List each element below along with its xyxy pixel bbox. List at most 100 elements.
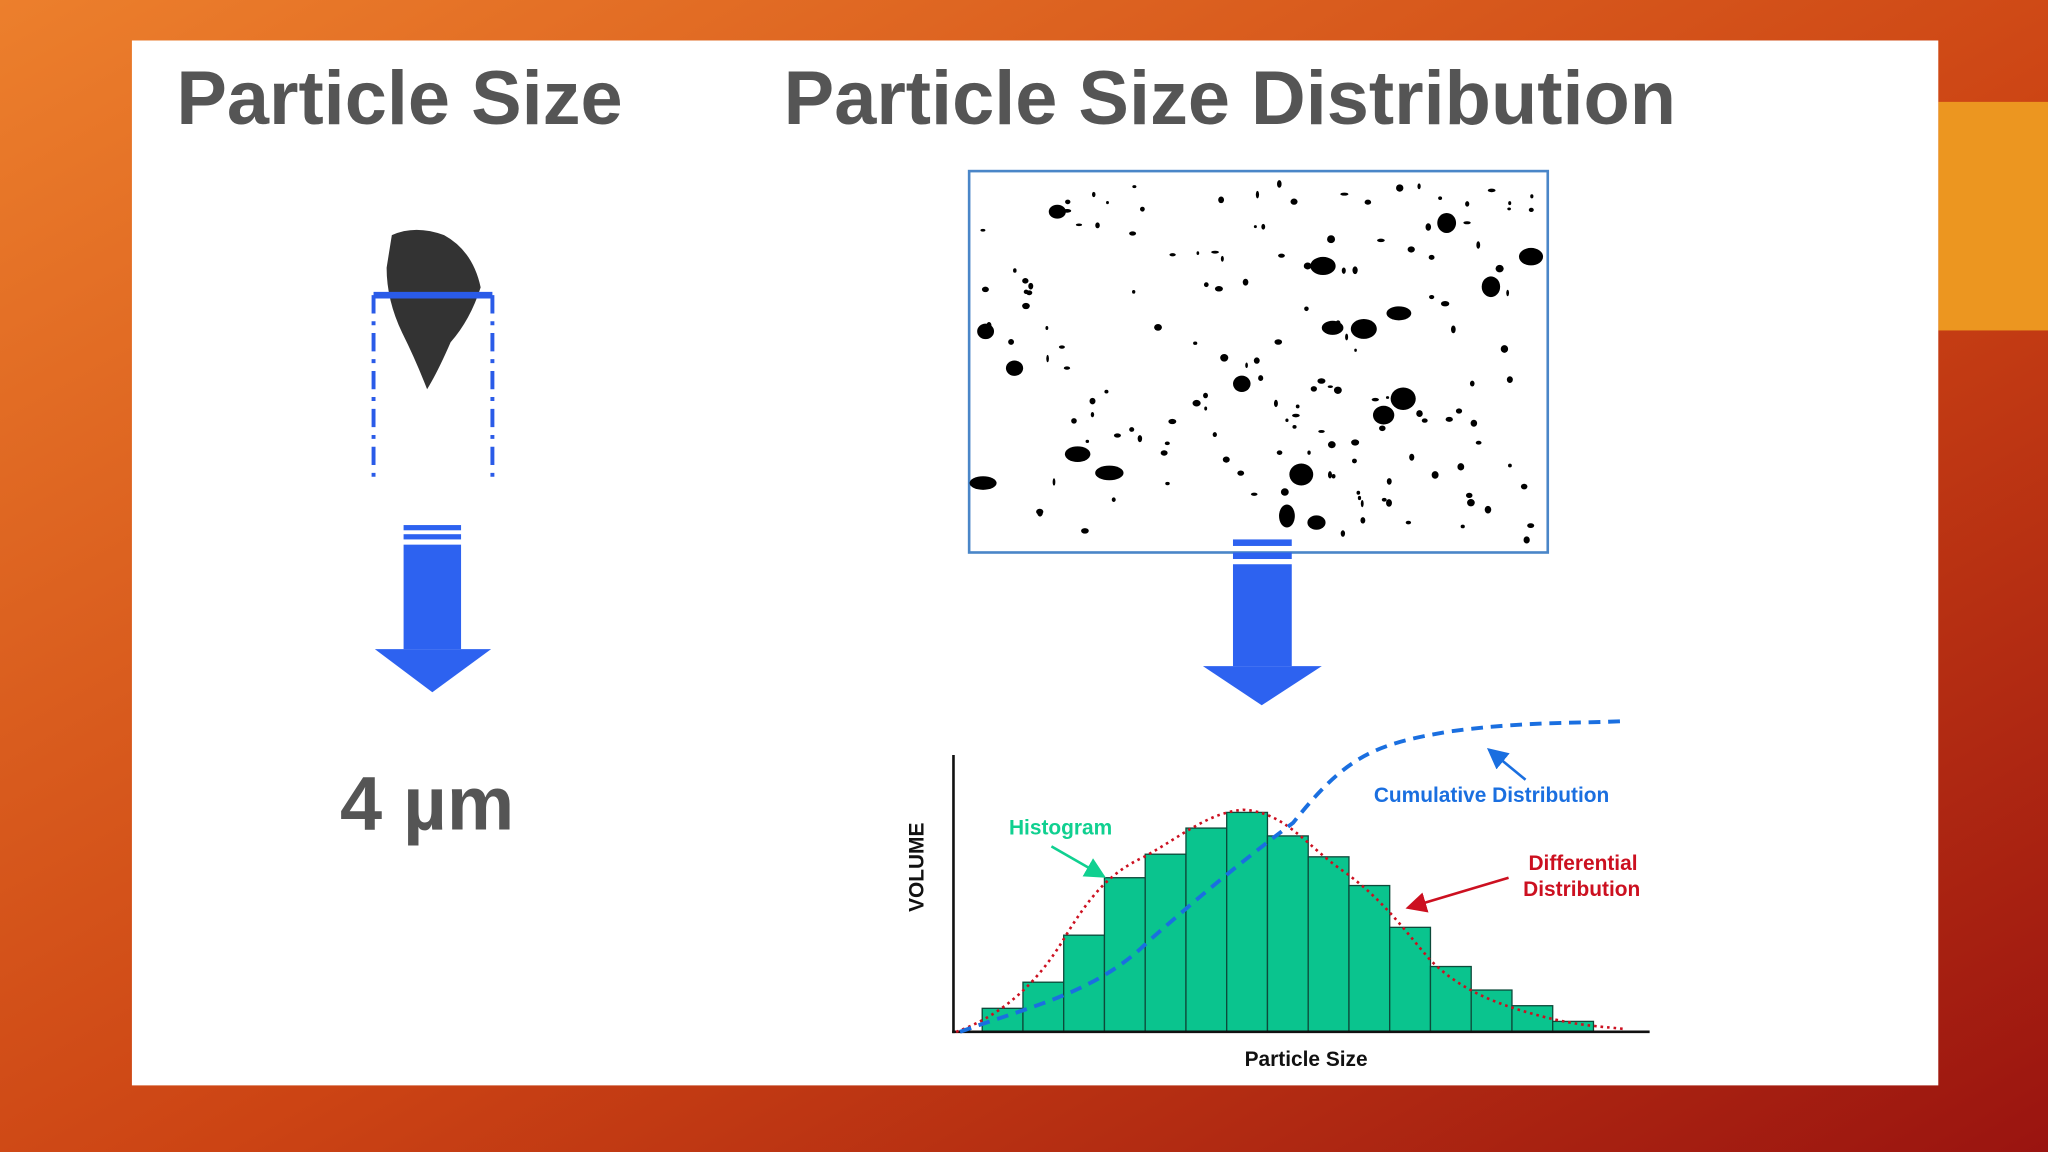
particle-dot	[1132, 185, 1137, 189]
particle-dot	[1273, 399, 1278, 408]
x-axis-label: Particle Size	[1245, 1048, 1368, 1071]
particle-dot	[1508, 201, 1512, 206]
particle-dot	[1438, 196, 1443, 200]
histogram-bar	[1348, 884, 1391, 1033]
particle-dot	[1165, 481, 1170, 486]
particle-dot	[1013, 268, 1017, 273]
particle-dot	[1212, 432, 1217, 438]
particle-dot	[1193, 341, 1198, 345]
histogram-bar	[1429, 965, 1472, 1033]
particle-dot	[1327, 471, 1332, 479]
particle-dot	[1350, 318, 1377, 339]
particle-dot	[1164, 441, 1170, 446]
particle-dot	[1455, 408, 1463, 414]
particle-dot	[1364, 199, 1372, 205]
histogram-bar	[1552, 1020, 1595, 1033]
particle-dot	[1065, 199, 1071, 205]
arrow-right	[1202, 539, 1322, 706]
particle-dot	[1386, 478, 1392, 485]
particle-dot	[1192, 399, 1201, 407]
particle-dot	[1341, 267, 1346, 274]
particle-dot	[1470, 419, 1478, 427]
particle-dot	[1340, 192, 1349, 196]
particle-dot	[1023, 289, 1029, 294]
particle-dot	[1523, 536, 1530, 544]
particle-dot	[1351, 439, 1360, 446]
particle-dot	[1129, 427, 1135, 432]
particle-dot	[1495, 264, 1504, 273]
particle-dot	[1261, 223, 1266, 230]
particle-dot	[1451, 325, 1456, 334]
particle-dot	[1310, 386, 1317, 392]
particle-dot	[1085, 439, 1090, 443]
histogram-bar	[1266, 835, 1309, 1033]
particle-dot	[1276, 450, 1283, 455]
right-title: Particle Size Distribution	[784, 56, 1676, 141]
particle-dot	[1465, 492, 1473, 498]
particle-dot	[1429, 294, 1435, 300]
particle-dot	[1360, 500, 1364, 508]
particle-dot	[1484, 505, 1492, 514]
particle-dot	[1280, 488, 1289, 496]
particle-dot	[1295, 404, 1300, 409]
histogram-bar	[1185, 827, 1228, 1033]
particle-dot	[1253, 357, 1260, 364]
particle-dot	[1274, 339, 1283, 345]
particle-dot	[1381, 497, 1387, 502]
particle-dot	[1204, 406, 1208, 411]
particles	[969, 180, 1544, 544]
particle-dot	[1253, 225, 1257, 229]
particle-dot	[1321, 320, 1344, 335]
differential-curve	[955, 808, 1627, 1034]
particle-dot	[1071, 418, 1077, 424]
particle-dot	[981, 286, 989, 293]
particle-dot	[1285, 418, 1289, 422]
particle-dot	[1196, 251, 1200, 255]
particle-dot	[1530, 194, 1534, 199]
pointer	[1486, 748, 1527, 781]
particle-dot	[977, 323, 995, 340]
particle-dot	[1476, 241, 1481, 249]
particle-dot	[1048, 204, 1066, 219]
histogram-bar	[1144, 853, 1187, 1033]
particle-dot	[1220, 353, 1229, 362]
particle-dot	[1396, 184, 1404, 192]
particle-dot	[1460, 524, 1465, 529]
particle-dot	[1310, 256, 1336, 276]
particle-dot	[1277, 180, 1282, 188]
particle-dot	[1250, 492, 1258, 496]
cumulative-curve	[959, 719, 1627, 1034]
particle-dot	[986, 322, 992, 329]
particle-dot	[1352, 266, 1358, 275]
particle-dot	[1405, 520, 1412, 525]
particle-dot	[1500, 345, 1509, 353]
histogram	[981, 811, 1595, 1033]
histogram-bar	[1470, 989, 1513, 1033]
particle-dot	[1333, 386, 1342, 394]
particle-dot	[1140, 206, 1145, 212]
particle-dot	[1357, 495, 1362, 501]
particle-dot	[1278, 253, 1285, 258]
particle-dot	[1487, 188, 1496, 193]
particle-dot	[1425, 223, 1432, 231]
particle-dot	[1506, 289, 1510, 297]
particle-dot	[1371, 397, 1379, 402]
particle-dot	[1303, 262, 1312, 270]
particle-dot	[1160, 450, 1168, 456]
particle-dot	[1327, 385, 1333, 389]
particle-dot	[1075, 223, 1083, 227]
particle-dot	[1279, 504, 1295, 528]
particle-dot	[1377, 238, 1385, 243]
particle-dot	[1091, 191, 1096, 198]
particle-dot	[1233, 375, 1251, 393]
pointer	[1050, 845, 1106, 878]
particle-dot	[1255, 190, 1260, 199]
particle-dot	[1440, 300, 1450, 307]
particle	[386, 229, 481, 390]
particle-dot	[1089, 397, 1096, 405]
particle-dot	[1475, 440, 1482, 445]
particle-dot	[1465, 201, 1470, 207]
particle-dot	[1289, 463, 1314, 486]
cumulative-label: Cumulative Distribution	[1374, 784, 1609, 807]
particle-dot	[1360, 517, 1366, 524]
